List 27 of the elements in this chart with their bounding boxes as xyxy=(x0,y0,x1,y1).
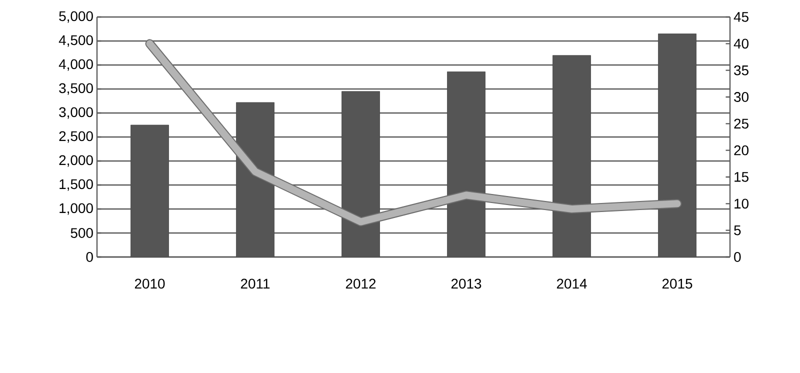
y-tick-label: 0 xyxy=(86,252,93,262)
x-tick-label: 2012 xyxy=(346,278,376,289)
y-tick-label: 4,500 xyxy=(58,35,93,47)
y-tick-label: 2,500 xyxy=(59,131,93,143)
y2-tick-label: 5 xyxy=(734,225,741,236)
y2-tick-label: 15 xyxy=(734,172,748,182)
y-tick-label: 2,000 xyxy=(59,155,93,167)
y-tick-label: 1,000 xyxy=(60,203,93,215)
x-tick-label: 2013 xyxy=(451,278,482,289)
y-tick-label: 5,000 xyxy=(59,11,93,23)
y-tick-label: 500 xyxy=(70,228,93,238)
y2-tick-label: 40 xyxy=(734,38,748,49)
y-tick-label: 3,000 xyxy=(59,107,93,119)
x-tick-label: 2010 xyxy=(134,278,165,289)
y-tick-label: 3,500 xyxy=(59,83,93,95)
y2-tick-label: 45 xyxy=(734,12,748,22)
y2-tick-label: 25 xyxy=(734,118,748,129)
y2-tick-label: 0 xyxy=(734,252,741,262)
x-tick-label: 2011 xyxy=(240,278,270,289)
y-tick-label: 1,500 xyxy=(60,179,93,191)
y2-tick-label: 35 xyxy=(734,65,748,76)
y-tick-label: 4,000 xyxy=(58,59,93,71)
y2-tick-label: 20 xyxy=(734,145,748,156)
y2-tick-label: 10 xyxy=(734,198,748,209)
x-tick-label: 2014 xyxy=(556,278,587,289)
x-tick-label: 2015 xyxy=(662,278,692,289)
y2-tick-label: 30 xyxy=(734,92,748,102)
